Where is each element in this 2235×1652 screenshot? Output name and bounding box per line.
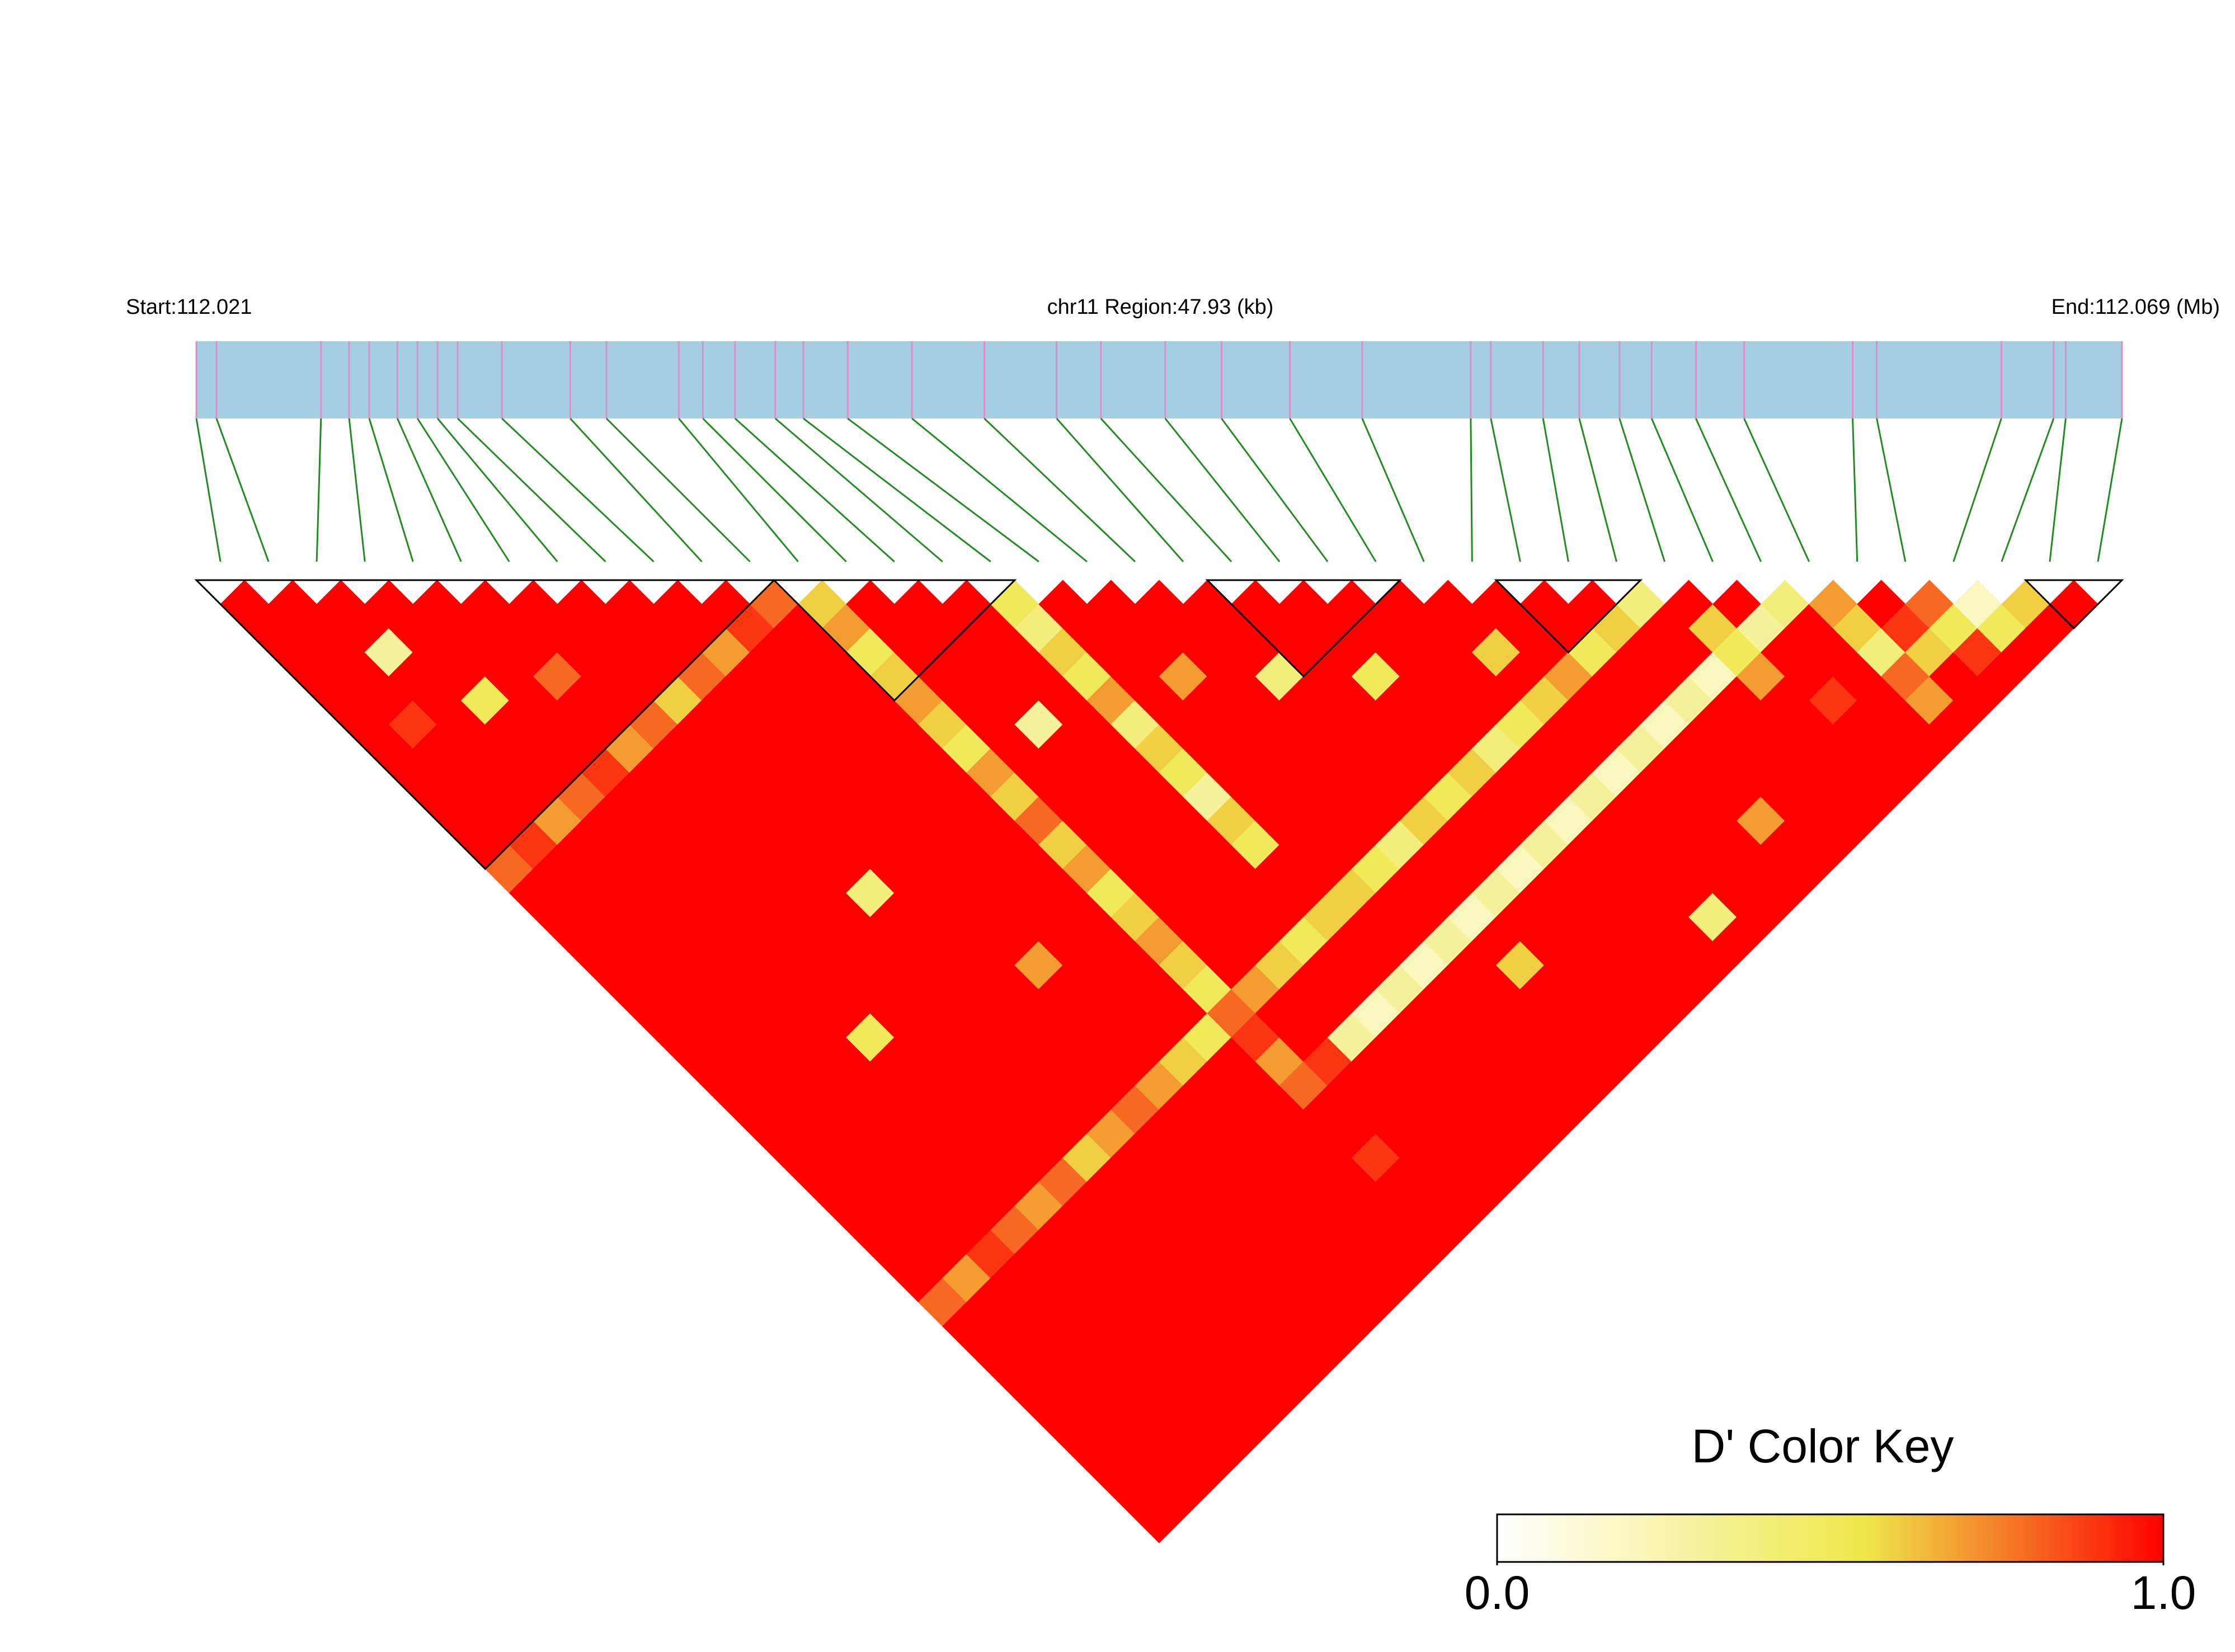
ld-block-outline [1494,579,1643,654]
snp-connector [1542,418,1569,562]
snp-connector [803,417,991,563]
snp-connector [416,418,510,562]
snp-connector [2097,418,2123,562]
snp-connector [215,418,270,562]
snp-connector [605,417,751,563]
snp-connector [316,418,322,562]
snp-connector [457,417,606,563]
snp-connector [1618,418,1665,562]
color-key-tick-label: 1.0 [2131,1566,2196,1619]
genome-bar [196,341,2122,418]
snp-connector [501,417,655,563]
snp-connector [1361,418,1425,562]
heatmap-cells [220,580,2098,1543]
snp-connector [678,418,799,562]
color-key-bar [1496,1513,2165,1563]
snp-connector [1490,418,1521,562]
snp-connector [1852,418,1858,562]
ld-block-outline [2024,579,2124,630]
start-label: Start:112.021 [126,295,252,319]
snp-connector [1164,418,1281,562]
snp-connector [1743,418,1810,562]
end-label: End:112.069 (Mb) [2052,295,2220,319]
snp-connector [911,417,1088,563]
snp-connector [1578,418,1617,562]
snp-connector [1695,418,1762,562]
color-key-tick-label: 0.0 [1465,1566,1530,1619]
snp-connector [2049,418,2067,562]
snp-connector [984,417,1136,563]
snp-connector [1650,418,1714,562]
snp-connector [570,417,703,563]
snp-connector [774,417,943,563]
snp-connector [1100,417,1232,563]
snp-connector [847,417,1039,563]
snp-connector [734,417,895,563]
ld-block-outline [771,579,1017,702]
snp-connector [1470,418,1473,562]
snp-connector [348,418,366,562]
ld-block-outline [194,579,777,870]
snp-connector [1876,418,1907,562]
snp-connector [1289,418,1377,562]
snp-connector [436,418,558,562]
snp-connector [2001,418,2055,562]
ld-block-outline [1205,579,1402,678]
snp-connector [195,418,222,562]
snp-connector [1221,418,1329,562]
snp-connector [368,418,414,562]
region-label: chr11 Region:47.93 (kb) [1047,295,1274,319]
snp-connector [396,418,462,562]
snp-connector [1056,418,1184,562]
color-key-title: D' Color Key [1692,1420,1954,1472]
snp-connector [702,417,847,563]
snp-connector [1952,418,2002,562]
